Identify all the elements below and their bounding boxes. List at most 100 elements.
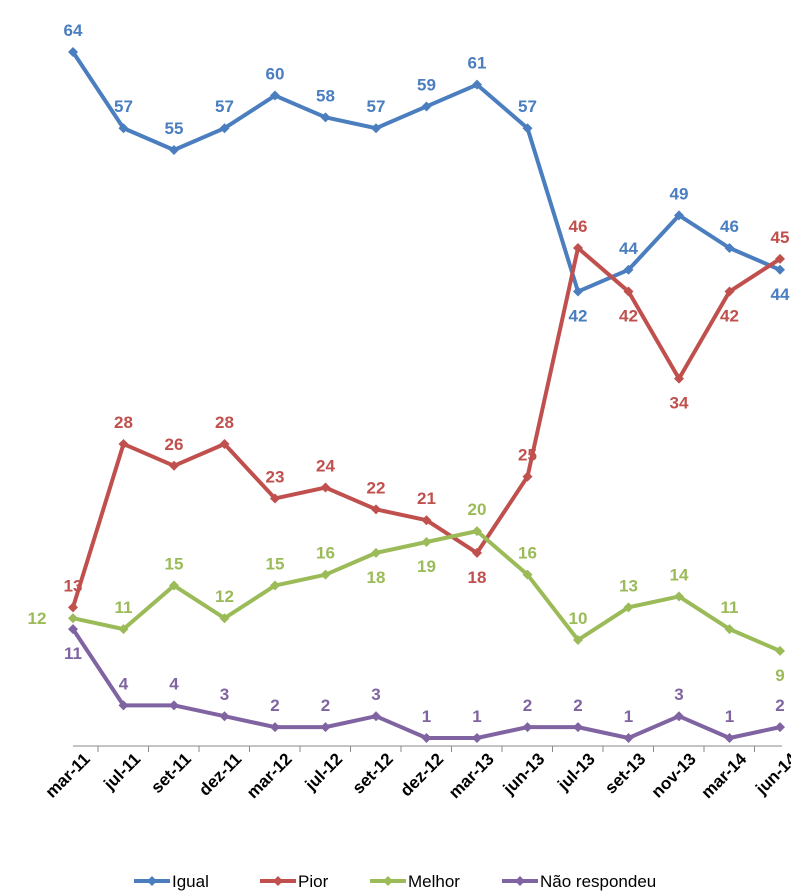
- x-tick-label: nov-13: [648, 749, 700, 801]
- data-label-igual: 64: [64, 21, 83, 40]
- data-point-pior: [522, 471, 533, 482]
- data-point-n-o-respondeu: [320, 722, 331, 733]
- data-point-melhor: [724, 624, 735, 635]
- x-tick-label: jul-12: [301, 749, 347, 795]
- data-label-pior: 22: [367, 478, 386, 497]
- data-label-pior: 21: [417, 489, 436, 508]
- legend-marker-igual: [147, 876, 157, 886]
- data-label-n-o-respondeu: 2: [523, 696, 532, 715]
- x-tick-label: mar-13: [445, 749, 498, 802]
- legend-label-melhor: Melhor: [408, 872, 460, 891]
- data-point-igual: [169, 145, 179, 155]
- data-label-igual: 61: [468, 54, 487, 73]
- data-label-n-o-respondeu: 1: [422, 707, 431, 726]
- data-point-pior: [169, 460, 179, 471]
- data-label-pior: 42: [619, 307, 638, 326]
- data-label-melhor: 16: [316, 544, 335, 563]
- data-point-pior: [674, 373, 684, 384]
- data-point-melhor: [674, 591, 684, 602]
- data-label-igual: 57: [518, 97, 537, 116]
- x-tick-label: jun-14: [751, 749, 791, 799]
- data-point-pior: [68, 602, 78, 613]
- data-point-igual: [371, 123, 381, 134]
- data-point-melhor: [522, 569, 533, 580]
- data-label-n-o-respondeu: 3: [371, 685, 380, 704]
- data-point-igual: [472, 79, 482, 90]
- data-label-igual: 46: [720, 217, 739, 236]
- data-point-melhor: [219, 613, 230, 624]
- data-point-melhor: [371, 547, 381, 558]
- data-label-n-o-respondeu: 11: [64, 644, 82, 663]
- data-label-igual: 60: [266, 65, 285, 84]
- data-point-pior: [472, 547, 482, 558]
- data-label-n-o-respondeu: 4: [119, 674, 129, 693]
- data-point-n-o-respondeu: [118, 700, 129, 711]
- data-label-igual: 58: [316, 86, 335, 105]
- data-point-pior: [573, 243, 583, 253]
- data-label-igual: 55: [165, 119, 184, 138]
- x-tick-label: jul-13: [553, 749, 599, 795]
- data-point-n-o-respondeu: [270, 722, 280, 733]
- x-tick-label: dez-11: [195, 749, 245, 799]
- data-point-igual: [674, 210, 684, 221]
- data-label-igual: 44: [771, 285, 790, 304]
- data-labels: 6457555760585759615742444946441328262823…: [28, 21, 790, 726]
- data-label-pior: 45: [771, 228, 790, 247]
- data-label-pior: 25: [518, 446, 537, 465]
- data-label-n-o-respondeu: 1: [624, 707, 633, 726]
- data-point-pior: [270, 493, 280, 504]
- data-point-igual: [421, 101, 432, 112]
- legend: Igual Pior Melhor Não respondeu: [134, 872, 656, 891]
- data-point-igual: [270, 90, 280, 101]
- data-point-igual: [68, 47, 78, 57]
- data-label-melhor: 16: [518, 544, 537, 563]
- data-point-n-o-respondeu: [573, 722, 583, 733]
- data-point-melhor: [472, 526, 482, 537]
- data-point-n-o-respondeu: [68, 624, 78, 635]
- legend-label-n-o-respondeu: Não respondeu: [540, 872, 656, 891]
- data-label-melhor: 15: [165, 555, 184, 574]
- x-tick-label: mar-14: [697, 749, 750, 802]
- x-axis: [73, 745, 782, 752]
- data-point-igual: [573, 286, 583, 297]
- data-label-pior: 34: [670, 394, 689, 413]
- data-point-pior: [623, 286, 634, 297]
- data-label-pior: 46: [569, 217, 588, 236]
- data-label-igual: 59: [417, 75, 436, 94]
- x-tick-label: dez-12: [396, 749, 447, 800]
- data-point-n-o-respondeu: [775, 722, 785, 733]
- data-label-melhor: 11: [721, 598, 739, 617]
- data-point-melhor: [320, 569, 331, 580]
- data-label-pior: 24: [316, 457, 335, 476]
- x-tick-label: set-11: [147, 749, 195, 797]
- data-point-pior: [371, 504, 381, 515]
- data-point-n-o-respondeu: [623, 733, 634, 743]
- data-point-n-o-respondeu: [421, 733, 432, 743]
- data-label-igual: 49: [670, 184, 689, 203]
- data-point-pior: [775, 253, 785, 264]
- data-point-igual: [623, 264, 634, 275]
- data-label-n-o-respondeu: 1: [472, 707, 481, 726]
- data-point-n-o-respondeu: [472, 733, 482, 743]
- data-label-melhor: 13: [619, 576, 638, 595]
- data-label-melhor: 14: [670, 565, 689, 584]
- data-point-igual: [522, 123, 533, 134]
- data-point-igual: [320, 112, 331, 123]
- data-label-melhor: 20: [468, 500, 487, 519]
- data-point-pior: [219, 439, 230, 449]
- data-label-n-o-respondeu: 3: [674, 685, 683, 704]
- data-label-melhor: 15: [266, 555, 285, 574]
- x-tick-label: mar-11: [42, 749, 94, 801]
- legend-marker-melhor: [383, 876, 393, 886]
- data-point-melhor: [573, 635, 583, 645]
- data-label-n-o-respondeu: 2: [573, 696, 582, 715]
- data-label-igual: 44: [619, 239, 638, 258]
- data-label-melhor: 9: [775, 666, 784, 685]
- data-point-melhor: [118, 624, 129, 635]
- data-label-igual: 42: [569, 307, 588, 326]
- data-point-n-o-respondeu: [724, 733, 735, 743]
- data-label-n-o-respondeu: 2: [775, 696, 784, 715]
- data-label-n-o-respondeu: 2: [321, 696, 330, 715]
